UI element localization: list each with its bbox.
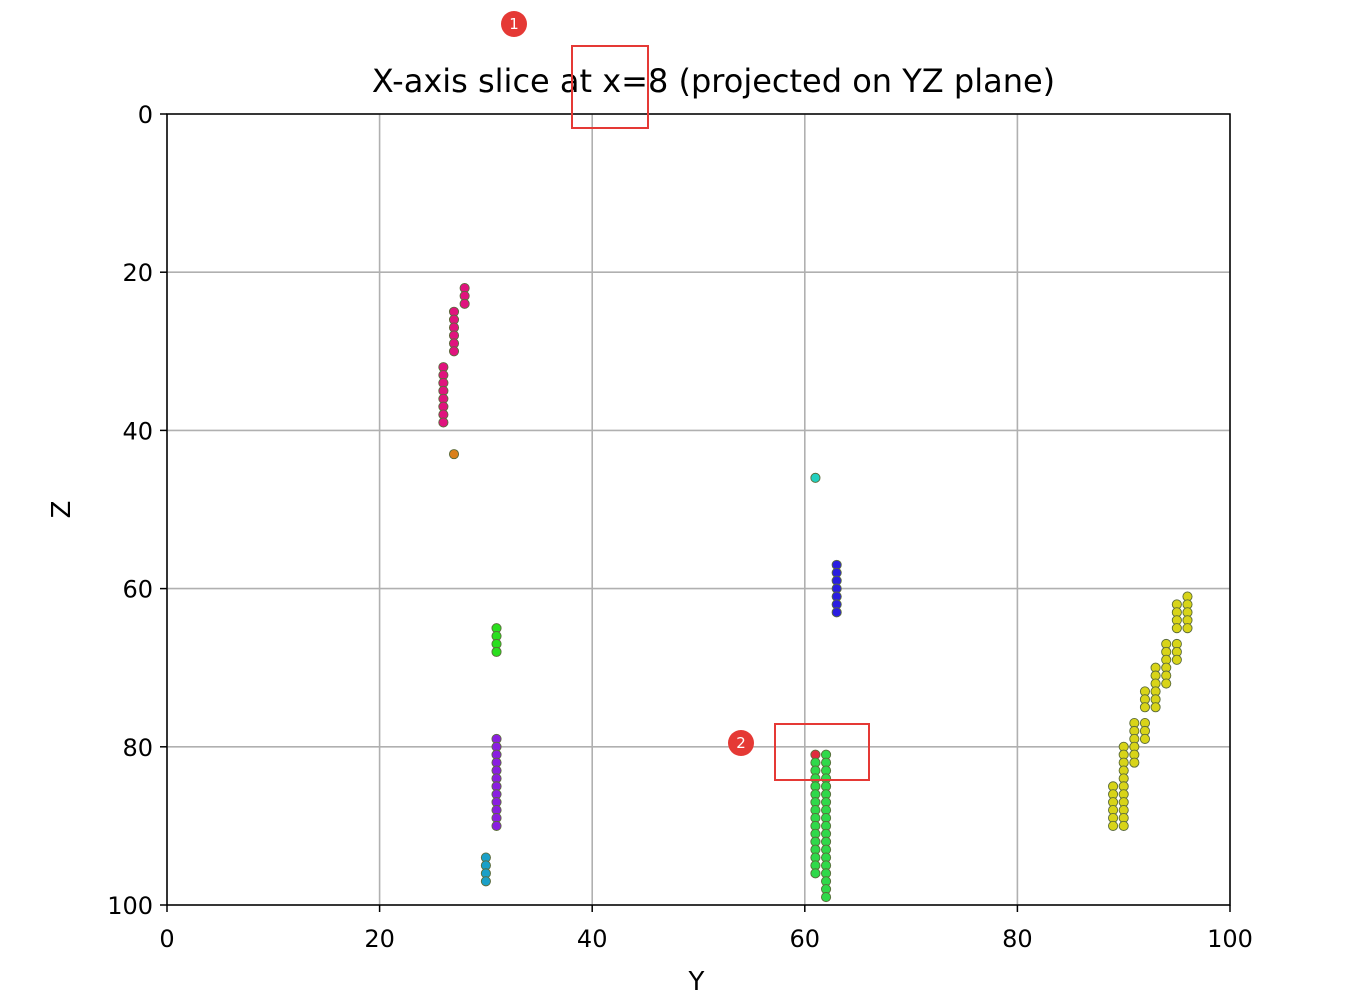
data-point	[459, 298, 470, 309]
data-point	[831, 607, 842, 618]
data-point	[1182, 623, 1193, 634]
y-tick-label: 100	[107, 892, 153, 920]
data-point	[448, 346, 460, 357]
x-axis-label: Y	[688, 967, 705, 997]
y-axis-label: Z	[47, 501, 77, 519]
x-tick-label: 40	[577, 925, 608, 953]
x-tick-label: 100	[1207, 925, 1253, 953]
y-tick-label: 60	[122, 576, 153, 604]
x-tick-label: 20	[364, 925, 395, 953]
data-points	[438, 282, 1193, 903]
data-point	[1161, 678, 1172, 689]
x-tick-label: 0	[159, 925, 174, 953]
data-point	[1108, 820, 1119, 831]
highlight-box-1	[571, 45, 649, 129]
annotation-badge-1	[501, 11, 527, 37]
x-tick-label: 60	[790, 925, 821, 953]
data-point	[1118, 820, 1129, 831]
annotation-badge-2-label: 2	[736, 734, 746, 752]
y-tick-label: 20	[122, 259, 153, 287]
x-tick-label: 80	[1002, 925, 1033, 953]
y-tick-label: 0	[138, 101, 153, 129]
data-point	[1171, 623, 1182, 634]
plot-frame	[166, 113, 1231, 906]
data-point	[1139, 702, 1151, 713]
data-point	[810, 868, 821, 879]
data-point	[1139, 733, 1151, 744]
y-tick-label: 40	[122, 417, 153, 445]
y-tick-label: 80	[122, 734, 153, 762]
chart-title: X-axis slice at x=8 (projected on YZ pla…	[372, 62, 1055, 100]
data-point	[448, 449, 460, 460]
data-point	[438, 417, 449, 428]
data-point	[1150, 702, 1161, 713]
data-point	[821, 892, 832, 903]
data-point	[1171, 654, 1182, 665]
data-point	[1129, 757, 1140, 768]
data-point	[480, 876, 491, 887]
annotation-badge-1-label: 1	[509, 15, 519, 33]
highlight-box-2	[774, 723, 870, 781]
grid	[166, 113, 1231, 906]
annotation-badge-2	[728, 730, 754, 756]
data-point	[491, 820, 502, 831]
data-point	[491, 646, 502, 657]
data-point	[810, 472, 821, 483]
